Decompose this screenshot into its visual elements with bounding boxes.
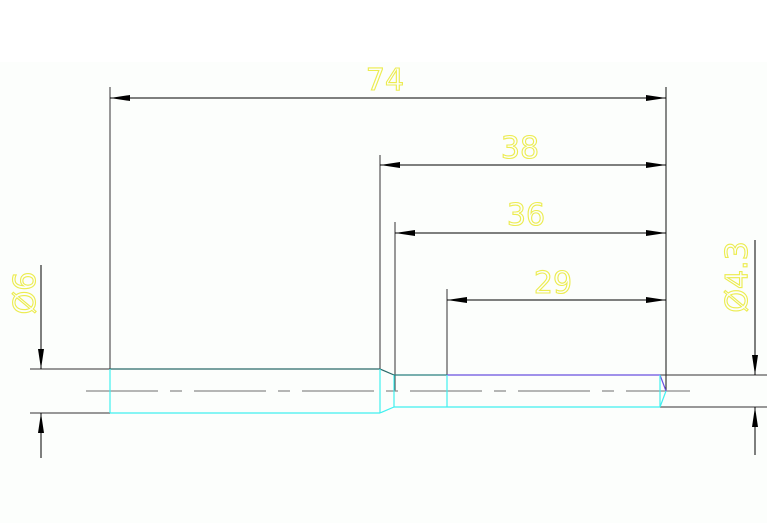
dim-d43-label: Ø4.3 (720, 241, 755, 312)
shaft-outline (109, 368, 667, 414)
chamfer-bottom (379, 406, 395, 414)
extension-lines (30, 87, 767, 414)
dim-38-label: 38 (501, 131, 539, 166)
dim-36-label: 36 (507, 198, 545, 233)
dim-74-label: 74 (366, 63, 404, 98)
end-chamfer-top (659, 374, 667, 392)
dim-d6-label: Ø6 (8, 272, 43, 315)
dim-29-label: 29 (534, 266, 572, 301)
chamfer-top (379, 368, 395, 376)
end-chamfer-bottom (659, 390, 667, 408)
top-band (0, 0, 767, 62)
